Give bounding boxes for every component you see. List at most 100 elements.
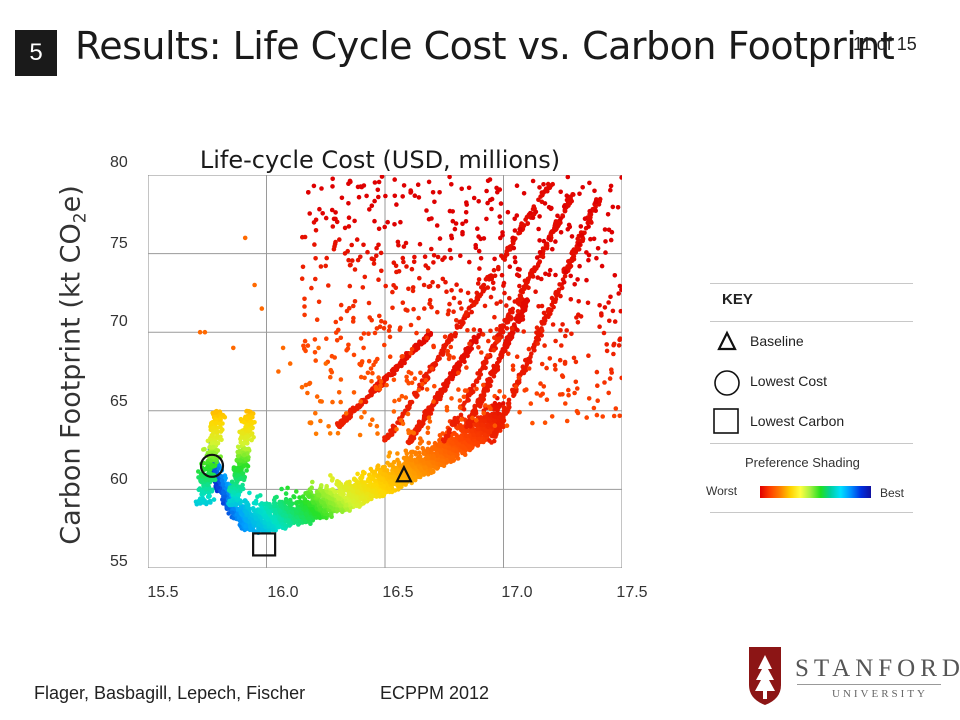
data-point bbox=[476, 199, 482, 204]
data-point bbox=[394, 202, 399, 207]
data-point bbox=[357, 432, 363, 438]
data-point bbox=[283, 496, 289, 502]
data-point bbox=[454, 318, 459, 323]
data-point bbox=[374, 253, 379, 259]
data-point bbox=[460, 229, 465, 235]
data-point bbox=[387, 450, 393, 456]
data-point bbox=[240, 471, 246, 476]
data-point bbox=[238, 500, 243, 506]
data-point bbox=[318, 264, 324, 269]
data-point bbox=[480, 332, 486, 337]
data-point bbox=[330, 476, 335, 481]
data-point bbox=[459, 426, 464, 431]
data-point bbox=[425, 430, 431, 435]
data-point bbox=[595, 398, 600, 403]
data-point bbox=[453, 364, 459, 370]
data-point bbox=[505, 407, 511, 412]
data-point bbox=[222, 414, 228, 420]
data-point bbox=[502, 394, 507, 399]
data-point bbox=[205, 464, 210, 469]
data-point bbox=[564, 193, 570, 198]
data-point bbox=[485, 429, 491, 434]
data-point bbox=[498, 201, 504, 206]
data-point bbox=[416, 419, 422, 425]
data-point bbox=[316, 299, 322, 305]
data-point bbox=[499, 272, 505, 278]
data-point bbox=[473, 245, 479, 251]
data-point bbox=[366, 393, 372, 399]
data-point bbox=[376, 242, 381, 248]
data-point bbox=[553, 272, 558, 278]
data-point bbox=[425, 455, 430, 461]
data-point bbox=[481, 362, 486, 368]
data-point bbox=[566, 259, 571, 264]
data-point bbox=[546, 272, 552, 277]
data-point bbox=[539, 303, 545, 309]
data-point bbox=[257, 522, 262, 527]
data-point bbox=[579, 233, 585, 238]
data-point bbox=[426, 284, 432, 290]
data-point bbox=[395, 451, 400, 456]
data-point bbox=[360, 469, 366, 475]
data-point bbox=[425, 328, 431, 333]
data-point bbox=[417, 450, 422, 456]
data-point bbox=[492, 256, 497, 262]
data-point bbox=[273, 519, 278, 524]
data-point bbox=[442, 346, 447, 351]
data-point bbox=[451, 309, 456, 314]
data-point bbox=[552, 362, 558, 368]
data-point bbox=[607, 376, 613, 381]
data-point bbox=[418, 466, 423, 472]
data-point bbox=[525, 221, 531, 226]
data-point bbox=[425, 425, 431, 431]
data-point bbox=[311, 183, 317, 189]
data-point bbox=[388, 479, 394, 485]
data-point bbox=[205, 500, 210, 505]
data-point bbox=[300, 264, 306, 270]
data-point bbox=[361, 484, 366, 489]
data-point bbox=[233, 502, 239, 508]
data-point bbox=[299, 276, 305, 281]
data-point bbox=[405, 464, 411, 469]
data-point bbox=[540, 391, 545, 397]
data-point bbox=[371, 488, 376, 494]
data-point bbox=[221, 494, 227, 499]
data-point bbox=[472, 442, 477, 447]
data-point bbox=[341, 492, 346, 497]
data-point bbox=[228, 502, 234, 508]
data-point bbox=[328, 504, 333, 510]
data-point bbox=[487, 376, 493, 382]
data-point bbox=[475, 422, 481, 427]
data-point bbox=[410, 462, 415, 468]
data-point bbox=[309, 485, 314, 491]
data-point bbox=[351, 303, 356, 309]
data-point bbox=[566, 264, 572, 270]
data-point bbox=[478, 418, 484, 424]
data-point bbox=[417, 275, 422, 281]
data-point bbox=[457, 300, 463, 305]
data-point bbox=[379, 175, 385, 179]
data-point bbox=[491, 267, 497, 273]
data-point bbox=[338, 399, 343, 405]
data-point bbox=[313, 431, 319, 437]
data-point bbox=[501, 323, 507, 329]
data-point bbox=[436, 354, 441, 360]
data-point bbox=[450, 441, 455, 446]
data-point bbox=[440, 257, 445, 263]
data-point bbox=[561, 279, 567, 285]
data-point bbox=[398, 418, 404, 423]
data-point bbox=[458, 319, 464, 324]
data-point bbox=[359, 495, 365, 500]
data-point bbox=[541, 182, 546, 187]
data-point bbox=[455, 426, 460, 431]
data-point bbox=[459, 306, 464, 311]
data-point bbox=[465, 353, 470, 359]
data-point bbox=[316, 492, 321, 498]
data-point bbox=[284, 506, 289, 512]
data-point bbox=[219, 474, 224, 479]
data-point bbox=[461, 394, 467, 400]
x-tick-label: 16.0 bbox=[267, 584, 299, 601]
data-point bbox=[283, 491, 289, 496]
data-point bbox=[448, 255, 454, 261]
data-point bbox=[237, 476, 242, 482]
